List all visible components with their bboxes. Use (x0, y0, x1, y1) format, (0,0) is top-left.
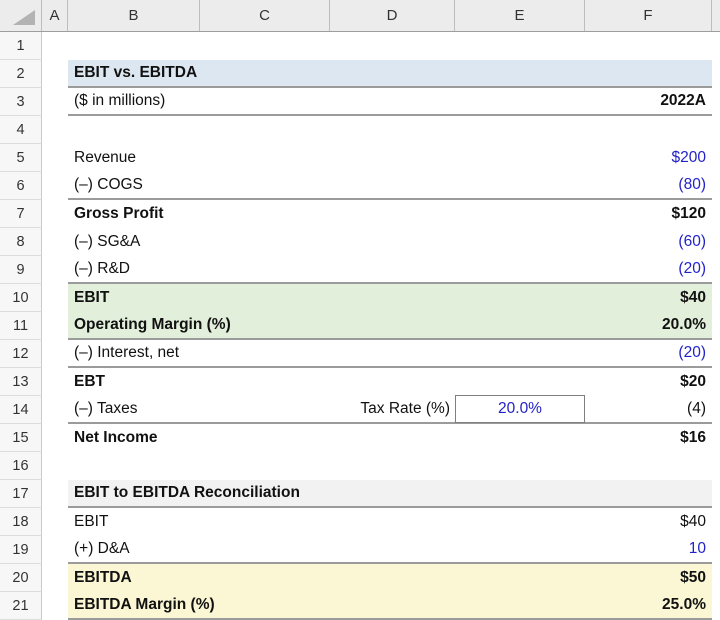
cell-f21-ebitda-margin-value[interactable]: 25.0% (662, 596, 706, 613)
cell-b17-reconciliation-title[interactable]: EBIT to EBITDA Reconciliation (74, 484, 300, 501)
cell-b13-ebt[interactable]: EBT (74, 373, 105, 390)
row-header-16[interactable]: 16 (0, 452, 42, 480)
cell-f12-interest-value[interactable]: (20) (678, 344, 706, 361)
ebitda-margin-band: EBITDA Margin (%) 25.0% (68, 592, 712, 620)
row-14: 14 (–) Taxes Tax Rate (%) 20.0% (4) (0, 395, 720, 424)
row-2: 2 EBIT vs. EBITDA (0, 60, 720, 88)
row-21: 21 EBITDA Margin (%) 25.0% (0, 592, 720, 620)
row-17: 17 EBIT to EBITDA Reconciliation (0, 480, 720, 508)
cell-b3-units[interactable]: ($ in millions) (74, 92, 166, 109)
cell-f15-net-income-value[interactable]: $16 (680, 429, 706, 446)
cell-f10-ebit-value[interactable]: $40 (680, 289, 706, 306)
tax-rate-input[interactable]: 20.0% (455, 395, 585, 423)
cell-f13-ebt-value[interactable]: $20 (680, 373, 706, 390)
tax-rate-label: Tax Rate (%) (360, 400, 450, 417)
row-5: 5 Revenue $200 (0, 144, 720, 172)
cell-f11-operating-margin-value[interactable]: 20.0% (662, 316, 706, 333)
row-header-20[interactable]: 20 (0, 564, 42, 592)
cell-b8-sga[interactable]: (–) SG&A (74, 233, 141, 250)
cell-b7-gross-profit[interactable]: Gross Profit (74, 205, 164, 222)
row-1: 1 (0, 32, 720, 60)
row-header-10[interactable]: 10 (0, 284, 42, 312)
row-header-12[interactable]: 12 (0, 340, 42, 368)
row-9: 9 (–) R&D (20) (0, 256, 720, 284)
cell-b14-taxes[interactable]: (–) Taxes (74, 400, 138, 417)
cell-b12-interest[interactable]: (–) Interest, net (74, 344, 180, 361)
cell-f5-revenue-value[interactable]: $200 (671, 149, 706, 166)
column-header-strip: A B C D E F (0, 0, 720, 32)
cell-f18-ebit-value[interactable]: $40 (680, 513, 706, 530)
ebitda-band: EBITDA $50 (68, 564, 712, 592)
cell-f7-gross-profit-value[interactable]: $120 (671, 205, 706, 222)
row-header-19[interactable]: 19 (0, 536, 42, 564)
column-header-filler (712, 0, 720, 31)
row-13: 13 EBT $20 (0, 368, 720, 396)
row-header-8[interactable]: 8 (0, 228, 42, 256)
cell-b20-ebitda[interactable]: EBITDA (74, 569, 132, 586)
row-6: 6 (–) COGS (80) (0, 172, 720, 200)
row-4: 4 (0, 116, 720, 144)
cell-b18-ebit[interactable]: EBIT (74, 513, 109, 530)
column-header-e[interactable]: E (455, 0, 585, 31)
reconciliation-band: EBIT to EBITDA Reconciliation (68, 480, 712, 508)
cell-b21-ebitda-margin[interactable]: EBITDA Margin (%) (74, 596, 215, 613)
cell-b15-net-income[interactable]: Net Income (74, 429, 158, 446)
column-header-a[interactable]: A (42, 0, 68, 31)
row-15: 15 Net Income $16 (0, 424, 720, 452)
row-11: 11 Operating Margin (%) 20.0% (0, 312, 720, 340)
column-header-b[interactable]: B (68, 0, 200, 31)
cell-f6-cogs-value[interactable]: (80) (678, 176, 706, 193)
row-3: 3 ($ in millions) 2022A (0, 88, 720, 116)
cell-f14-taxes-value[interactable]: (4) (687, 400, 706, 417)
cell-b5-revenue[interactable]: Revenue (74, 149, 137, 166)
row-header-6[interactable]: 6 (0, 172, 42, 200)
row-header-9[interactable]: 9 (0, 256, 42, 284)
cell-f20-ebitda-value[interactable]: $50 (680, 569, 706, 586)
row-10: 10 EBIT $40 (0, 284, 720, 312)
row-header-15[interactable]: 15 (0, 424, 42, 452)
cell-b9-rd[interactable]: (–) R&D (74, 260, 130, 277)
cell-f8-sga-value[interactable]: (60) (678, 233, 706, 250)
row-8: 8 (–) SG&A (60) (0, 228, 720, 256)
cell-f9-rd-value[interactable]: (20) (678, 260, 706, 277)
cell-f19-da-value[interactable]: 10 (688, 540, 706, 557)
cell-f3-period[interactable]: 2022A (660, 92, 706, 109)
cell-b2-title[interactable]: EBIT vs. EBITDA (74, 64, 198, 81)
row-header-21[interactable]: 21 (0, 592, 42, 620)
cell-b19-da[interactable]: (+) D&A (74, 540, 130, 557)
row-header-13[interactable]: 13 (0, 368, 42, 396)
row-19: 19 (+) D&A 10 (0, 536, 720, 564)
row-header-14[interactable]: 14 (0, 396, 42, 424)
operating-margin-band: Operating Margin (%) 20.0% (68, 312, 712, 340)
row-20: 20 EBITDA $50 (0, 564, 720, 592)
row-header-5[interactable]: 5 (0, 144, 42, 172)
row-12: 12 (–) Interest, net (20) (0, 340, 720, 368)
cell-b6-cogs[interactable]: (–) COGS (74, 176, 143, 193)
row-16: 16 (0, 452, 720, 480)
column-header-d[interactable]: D (330, 0, 455, 31)
row-header-17[interactable]: 17 (0, 480, 42, 508)
cell-b11-operating-margin[interactable]: Operating Margin (%) (74, 316, 231, 333)
row-header-18[interactable]: 18 (0, 508, 42, 536)
row-7: 7 Gross Profit $120 (0, 200, 720, 228)
row-header-4[interactable]: 4 (0, 116, 42, 144)
row-18: 18 EBIT $40 (0, 508, 720, 536)
cell-b10-ebit[interactable]: EBIT (74, 289, 110, 306)
row-header-7[interactable]: 7 (0, 200, 42, 228)
row-header-3[interactable]: 3 (0, 88, 42, 116)
row-header-2[interactable]: 2 (0, 60, 42, 88)
title-band: EBIT vs. EBITDA (68, 60, 712, 88)
select-all-corner[interactable] (0, 0, 42, 31)
ebit-band: EBIT $40 (68, 284, 712, 312)
row-header-11[interactable]: 11 (0, 312, 42, 340)
column-header-f[interactable]: F (585, 0, 712, 31)
row-header-1[interactable]: 1 (0, 32, 42, 60)
column-header-c[interactable]: C (200, 0, 330, 31)
